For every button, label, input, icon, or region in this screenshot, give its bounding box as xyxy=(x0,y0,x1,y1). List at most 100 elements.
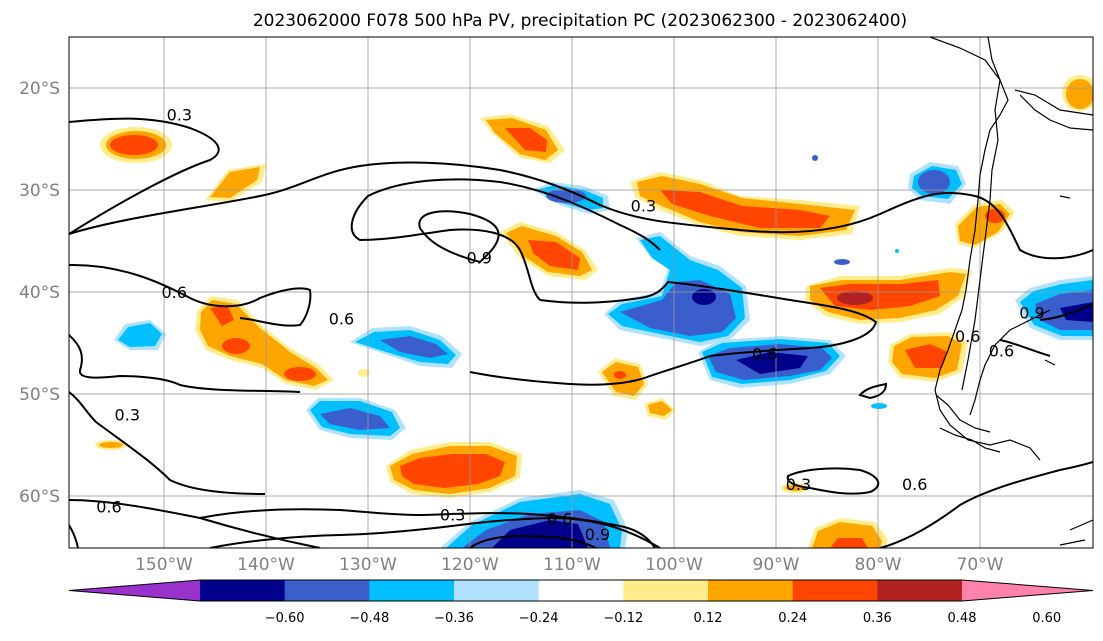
precip-pos-blob xyxy=(660,190,830,228)
pv-contour-0.9-ne xyxy=(1039,303,1093,321)
colorbar-extend-min xyxy=(69,580,200,601)
pv-contour-0.9-bottom xyxy=(469,534,597,548)
pv-contour-0.3-south xyxy=(69,391,266,495)
pv-contour-0.3-north xyxy=(69,117,220,235)
colorbar-segment xyxy=(454,580,540,601)
pv-contour-0.3-se xyxy=(786,467,880,495)
colorbar-segment xyxy=(708,580,794,601)
lon-tick-label: 150°W xyxy=(135,555,193,575)
precip-pos-blob xyxy=(222,338,250,354)
colorbar-tick-label: 0.36 xyxy=(863,611,892,626)
precipitation-shading xyxy=(95,75,1093,548)
colorbar-tick-label: −0.12 xyxy=(603,611,643,626)
pv-contour-0.6-west xyxy=(69,263,312,327)
precip-pos-blob xyxy=(505,128,547,152)
contour-label: 0.6 xyxy=(96,497,121,516)
coastline-fragment xyxy=(1044,359,1056,366)
colorbar-tick-label: −0.24 xyxy=(519,611,559,626)
precip-pos-blob xyxy=(99,442,123,448)
lat-tick-label: 30°S xyxy=(19,181,60,201)
contour-label: 0.6 xyxy=(902,475,927,494)
lon-tick-label: 130°W xyxy=(339,555,397,575)
precip-neg-blob xyxy=(871,403,887,409)
lon-tick-label: 140°W xyxy=(237,555,295,575)
precip-neg-blob xyxy=(736,352,808,374)
lat-tick-label: 40°S xyxy=(19,283,60,303)
pv-contour-0.6-se xyxy=(879,461,1093,548)
coastline-fragment xyxy=(935,394,991,433)
pv-contour-0.6-ne xyxy=(999,339,1051,357)
pv-contour-0.3-main xyxy=(69,161,1093,260)
colorbar xyxy=(68,579,1094,602)
precip-pos-blob xyxy=(837,291,873,305)
coastline-fragment xyxy=(969,309,1051,416)
contour-label: 0.6 xyxy=(329,310,354,329)
colorbar-tick-label: −0.36 xyxy=(434,611,474,626)
colorbar-tick-label: −0.48 xyxy=(349,611,389,626)
precip-pos-blob xyxy=(358,369,370,377)
map-gridlines xyxy=(69,37,1093,548)
lat-tick-label: 50°S xyxy=(19,385,60,405)
contour-label: 0.6 xyxy=(547,510,572,529)
colorbar-tick-label: 0.48 xyxy=(948,611,977,626)
map-frame xyxy=(68,36,1094,549)
coastline-fragment xyxy=(1069,519,1093,531)
lat-tick-label: 60°S xyxy=(19,487,60,507)
contour-label: 0.9 xyxy=(466,248,491,267)
colorbar-tick-label: 0.12 xyxy=(694,611,723,626)
pv-contour-0.6-south xyxy=(469,355,711,386)
colorbar-tick-label: 0.24 xyxy=(778,611,807,626)
precip-neg-blob xyxy=(918,170,950,194)
pv-contour-labels: 0.3 0.9 0.3 0.6 0.6 0.6 0.3 0.3 0.6 0.9 0.6 0.3 0.6 0… xyxy=(96,106,1045,544)
lon-tick-label: 90°W xyxy=(753,555,800,575)
precip-pos-blob xyxy=(528,240,580,270)
precip-pos-blob xyxy=(602,362,644,396)
andes-boundary xyxy=(961,37,1001,391)
precip-pos-blob xyxy=(1066,79,1093,109)
precip-pos-blob xyxy=(200,300,328,386)
contour-label: 0.9 xyxy=(1019,304,1044,323)
contour-label: 0.3 xyxy=(786,475,811,494)
andes-boundary xyxy=(1014,89,1093,116)
precip-neg-blob xyxy=(692,289,716,305)
lon-tick-label: 120°W xyxy=(441,555,499,575)
precip-neg-blob xyxy=(812,155,818,161)
contour-label: 0.3 xyxy=(115,406,140,425)
colorbar-tick-labels: −0.60 −0.48 −0.36 −0.24 −0.12 0.12 0.24 0.36 0.4… xyxy=(265,611,1061,626)
contour-label: 0.3 xyxy=(167,106,192,125)
colorbar-tick-label: 0.60 xyxy=(1032,611,1061,626)
contour-label: 0.3 xyxy=(631,196,656,215)
pv-contour-0.6-east xyxy=(539,280,878,357)
colorbar-segment xyxy=(284,580,370,601)
colorbar-segment xyxy=(877,580,963,601)
precip-pos-blob xyxy=(614,371,626,379)
pv-contour-0.6-mid xyxy=(69,334,301,393)
colorbar-outline xyxy=(68,579,1094,602)
precip-neg-blob xyxy=(492,520,588,548)
chart-title: 2023062000 F078 500 hPa PV, precipitatio… xyxy=(253,11,907,31)
precip-pos-blob xyxy=(830,538,868,548)
contour-label: 0.9 xyxy=(585,525,610,544)
map-content: 0.3 0.9 0.3 0.6 0.6 0.6 0.3 0.3 0.6 0.9 0.6 0.3 0.6 0… xyxy=(69,37,1093,548)
pv-contour-0.6-loop xyxy=(350,178,661,301)
precip-neg-blob xyxy=(380,336,448,358)
contour-label: 0.6 xyxy=(989,341,1014,360)
precip-neg-blob xyxy=(320,408,390,430)
precip-pos-blob xyxy=(812,522,882,548)
lon-tick-label: 80°W xyxy=(855,555,902,575)
precip-pos-blob xyxy=(284,367,316,381)
colorbar-segment xyxy=(369,580,455,601)
colorbar-segment xyxy=(792,580,878,601)
lat-tick-label: 20°S xyxy=(19,79,60,99)
pv-contour-0.3-bottom xyxy=(199,508,656,548)
colorbar-segment xyxy=(538,580,624,601)
longitude-tick-labels: 150°W 140°W 130°W 120°W 110°W 100°W 90°W 80°W 70… xyxy=(135,555,1004,575)
lon-tick-label: 100°W xyxy=(645,555,703,575)
lon-tick-label: 70°W xyxy=(957,555,1004,575)
pv-contours xyxy=(69,117,1093,548)
latitude-tick-labels: 20°S 30°S 40°S 50°S 60°S xyxy=(19,79,60,507)
coastline-fragment xyxy=(1059,539,1086,546)
precip-pos-blob xyxy=(210,306,234,326)
precip-pos-blob xyxy=(110,135,158,155)
precip-pos-blob xyxy=(400,454,505,488)
